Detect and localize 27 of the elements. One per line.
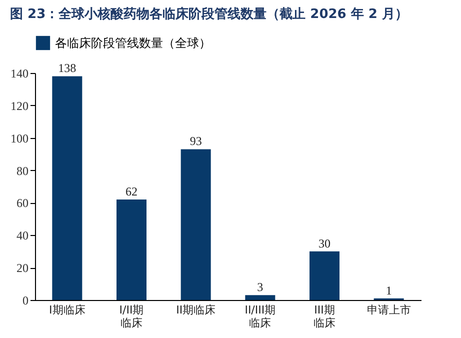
y-tick-label: 60 xyxy=(16,196,28,210)
y-tick-label: 0 xyxy=(22,294,28,308)
bar xyxy=(310,251,340,300)
x-tick-label: III期临床 xyxy=(314,304,336,330)
bar xyxy=(245,295,276,300)
data-label: 93 xyxy=(190,134,202,148)
bar xyxy=(116,199,146,300)
data-label: 1 xyxy=(386,283,392,298)
chart-title: 图 23：全球小核酸药物各临床阶段管线数量（截止 2026 年 2 月） xyxy=(10,6,408,22)
x-tick-label: I/II期临床 xyxy=(119,304,144,330)
y-tick-label: 120 xyxy=(10,98,28,113)
legend-label: 各临床阶段管线数量（全球） xyxy=(55,36,211,50)
bar xyxy=(180,149,211,300)
y-tick-label: 140 xyxy=(10,66,28,80)
data-label: 62 xyxy=(126,184,138,198)
data-label: 30 xyxy=(318,236,330,250)
x-tick-label: II期临床 xyxy=(176,304,216,316)
x-tick-label: 申请上市 xyxy=(366,304,411,316)
x-tick-label: II/III期临床 xyxy=(244,304,276,330)
data-label: 3 xyxy=(257,280,264,294)
y-tick-label: 80 xyxy=(16,164,28,178)
y-tick-label: 20 xyxy=(16,261,28,276)
y-tick-label: 40 xyxy=(16,228,28,243)
data-label: 138 xyxy=(58,61,76,76)
bar xyxy=(52,76,82,300)
x-tick-label: I期临床 xyxy=(49,304,86,316)
y-tick-label: 100 xyxy=(10,131,28,146)
